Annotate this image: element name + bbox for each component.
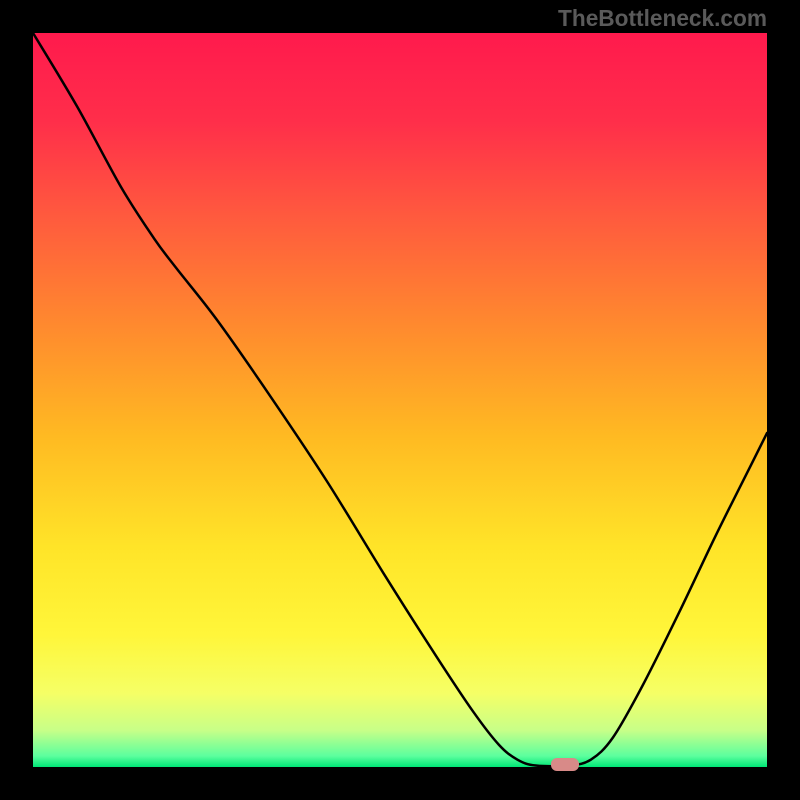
- plot-area: [33, 33, 767, 767]
- curve-layer: [33, 33, 767, 767]
- optimal-marker: [551, 758, 579, 771]
- bottleneck-curve: [33, 33, 767, 766]
- figure-container: TheBottleneck.com: [0, 0, 800, 800]
- watermark-text: TheBottleneck.com: [558, 5, 767, 32]
